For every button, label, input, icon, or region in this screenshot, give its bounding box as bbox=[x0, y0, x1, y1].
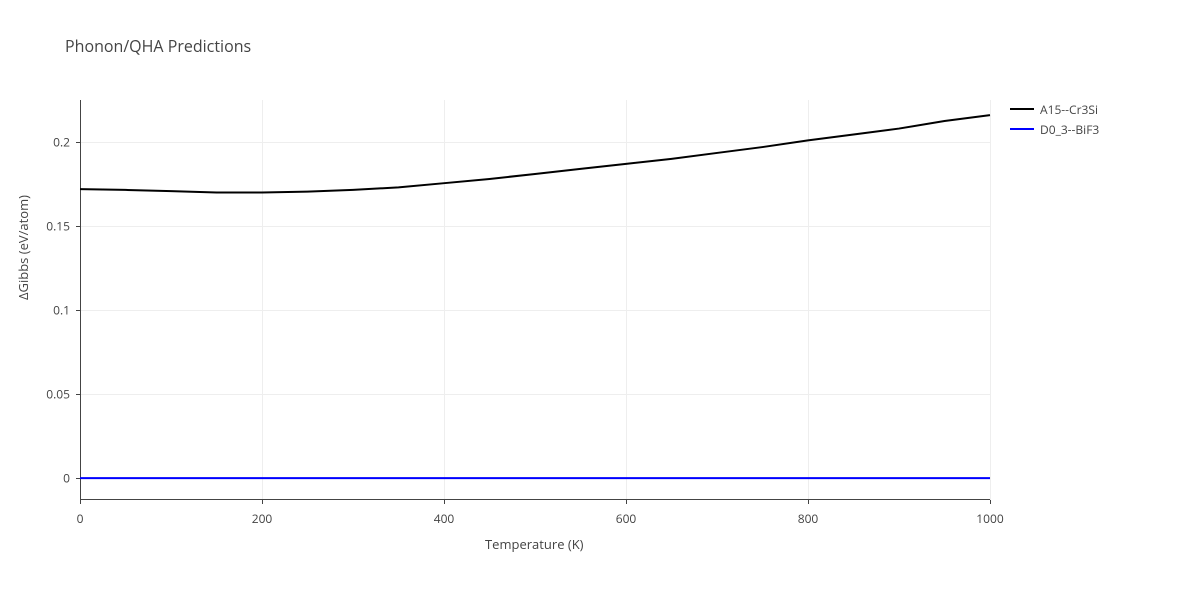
x-tick-label: 1000 bbox=[976, 510, 1003, 527]
x-tick-mark bbox=[990, 500, 991, 504]
legend-swatch bbox=[1010, 128, 1034, 130]
legend-label: D0_3--BiF3 bbox=[1040, 121, 1099, 138]
legend-item[interactable]: A15--Cr3Si bbox=[1010, 100, 1099, 118]
x-tick-mark bbox=[808, 500, 809, 504]
x-tick-label: 400 bbox=[434, 510, 455, 527]
x-tick-mark bbox=[80, 500, 81, 504]
x-tick-label: 800 bbox=[798, 510, 819, 527]
y-tick-label: 0 bbox=[0, 470, 70, 487]
plot-area[interactable] bbox=[80, 100, 990, 500]
x-tick-label: 600 bbox=[616, 510, 637, 527]
y-tick-label: 0.1 bbox=[0, 302, 70, 319]
series-layer bbox=[80, 100, 990, 500]
y-tick-label: 0.2 bbox=[0, 134, 70, 151]
x-tick-label: 200 bbox=[252, 510, 273, 527]
x-tick-label: 0 bbox=[77, 510, 84, 527]
x-tick-mark bbox=[444, 500, 445, 504]
x-tick-mark bbox=[262, 500, 263, 504]
grid-vertical bbox=[990, 100, 991, 500]
legend-label: A15--Cr3Si bbox=[1040, 101, 1098, 118]
x-tick-mark bbox=[626, 500, 627, 504]
chart-title: Phonon/QHA Predictions bbox=[65, 35, 251, 57]
series-line[interactable] bbox=[80, 115, 990, 192]
x-axis-label: Temperature (K) bbox=[485, 535, 584, 553]
y-tick-label: 0.15 bbox=[0, 218, 70, 235]
legend[interactable]: A15--Cr3Si D0_3--BiF3 bbox=[1010, 100, 1099, 140]
legend-swatch bbox=[1010, 108, 1034, 110]
y-axis-label: ΔGibbs (eV/atom) bbox=[14, 195, 32, 300]
y-tick-label: 0.05 bbox=[0, 386, 70, 403]
chart-container: Phonon/QHA Predictions 0 0.05 0.1 0.15 0.2 0… bbox=[0, 0, 1200, 600]
legend-item[interactable]: D0_3--BiF3 bbox=[1010, 120, 1099, 138]
